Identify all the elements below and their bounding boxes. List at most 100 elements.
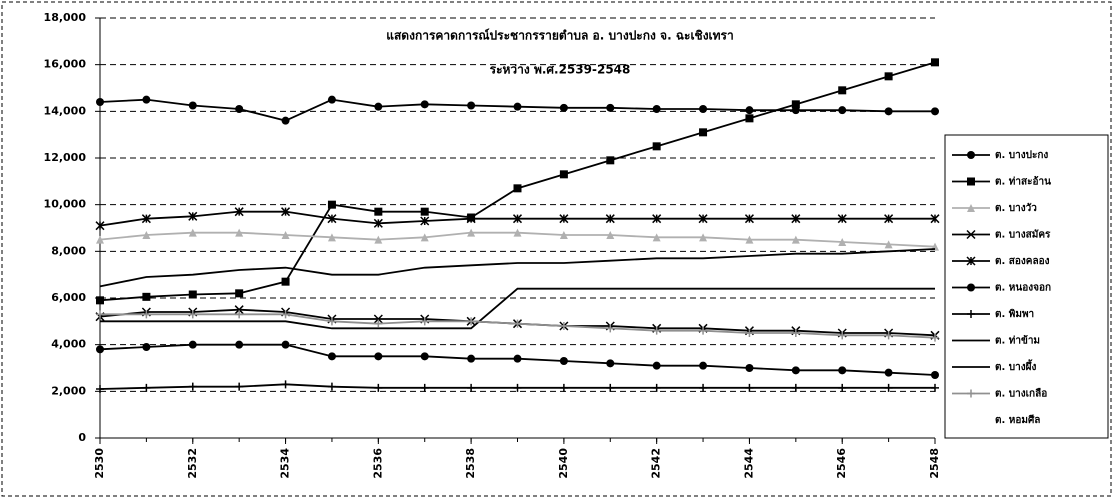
legend-label: ต. สองคลอง	[995, 256, 1050, 267]
data-point	[791, 383, 800, 392]
x-tick-label: 2548	[928, 448, 941, 479]
data-point	[699, 128, 708, 137]
chart-subtitle: ระหว่าง พ.ศ.2539-2548	[490, 63, 631, 77]
data-point	[466, 214, 476, 224]
data-point	[373, 218, 383, 228]
data-point	[142, 383, 151, 392]
data-point	[698, 214, 708, 224]
data-point	[96, 98, 104, 106]
data-point	[606, 383, 615, 392]
y-tick-label: 0	[78, 431, 86, 444]
data-point	[327, 317, 336, 326]
data-point	[374, 207, 383, 216]
data-point	[374, 352, 383, 361]
data-point	[559, 231, 568, 239]
y-tick-label: 4,000	[51, 338, 86, 351]
data-point	[838, 331, 847, 340]
legend-label: ต. บางวัว	[995, 202, 1037, 214]
data-point	[931, 107, 939, 116]
y-tick-label: 2,000	[51, 384, 86, 397]
data-point	[235, 340, 244, 349]
y-tick-label: 14,000	[44, 104, 87, 117]
data-point	[96, 235, 104, 244]
data-point	[652, 214, 662, 224]
data-point	[188, 382, 197, 391]
data-point	[235, 105, 244, 113]
legend-marker	[967, 283, 975, 292]
data-point	[745, 329, 754, 337]
data-point	[652, 383, 661, 392]
data-point	[96, 385, 104, 393]
data-point	[652, 142, 661, 151]
data-point	[745, 114, 754, 123]
data-point	[235, 382, 244, 391]
data-point	[188, 290, 197, 299]
data-point	[838, 106, 847, 115]
data-point	[327, 233, 336, 242]
data-point	[512, 214, 523, 224]
data-point	[467, 317, 476, 326]
x-tick-label: 2546	[835, 448, 848, 479]
data-point	[96, 345, 104, 354]
data-point	[652, 105, 661, 113]
data-point	[234, 305, 244, 315]
data-point	[559, 170, 568, 179]
legend-label: ต. บางเกลือ	[995, 388, 1047, 400]
legend-marker	[967, 310, 975, 318]
data-point	[699, 326, 708, 335]
data-point	[745, 106, 754, 115]
data-point	[142, 95, 151, 104]
data-point	[606, 359, 615, 368]
data-point	[420, 100, 429, 109]
data-point	[884, 331, 893, 340]
data-point	[884, 240, 893, 249]
data-point	[234, 207, 244, 217]
data-point	[96, 296, 104, 305]
data-point	[559, 322, 568, 330]
data-point	[513, 228, 522, 237]
data-point	[235, 289, 244, 298]
data-point	[606, 156, 615, 165]
legend-marker	[967, 151, 975, 159]
data-point	[606, 231, 615, 239]
legend-label: ต. บางสมัคร	[995, 229, 1051, 241]
data-point	[420, 383, 429, 392]
data-point	[188, 101, 197, 110]
legend-label: ต. หนองจอก	[995, 283, 1051, 294]
data-point	[281, 310, 290, 319]
legend-label: ต. พิมพา	[995, 308, 1034, 320]
data-point	[188, 310, 197, 319]
data-point	[281, 277, 290, 286]
data-point	[420, 207, 429, 216]
data-point	[791, 329, 800, 337]
data-point	[838, 366, 847, 375]
x-tick-label: 2542	[650, 448, 663, 479]
data-point	[559, 383, 568, 392]
data-point	[884, 383, 893, 392]
legend-marker	[966, 229, 976, 240]
data-point	[931, 333, 939, 342]
data-point	[142, 292, 151, 301]
data-point	[188, 340, 197, 349]
data-point	[745, 235, 754, 244]
data-point	[467, 101, 476, 110]
data-point	[559, 103, 568, 112]
series-line	[99, 61, 936, 302]
data-point	[513, 354, 522, 363]
x-tick-label: 2544	[742, 448, 755, 479]
data-point	[281, 116, 290, 125]
data-point	[95, 221, 105, 231]
legend-marker	[967, 389, 975, 398]
data-point	[235, 228, 244, 237]
data-point	[188, 228, 197, 237]
data-point	[838, 383, 847, 392]
data-point	[374, 383, 383, 392]
x-tick-label: 2534	[279, 448, 292, 479]
data-point	[141, 214, 151, 224]
data-point	[142, 310, 151, 319]
data-point	[652, 233, 661, 242]
data-point	[652, 326, 661, 335]
data-point	[327, 352, 336, 361]
